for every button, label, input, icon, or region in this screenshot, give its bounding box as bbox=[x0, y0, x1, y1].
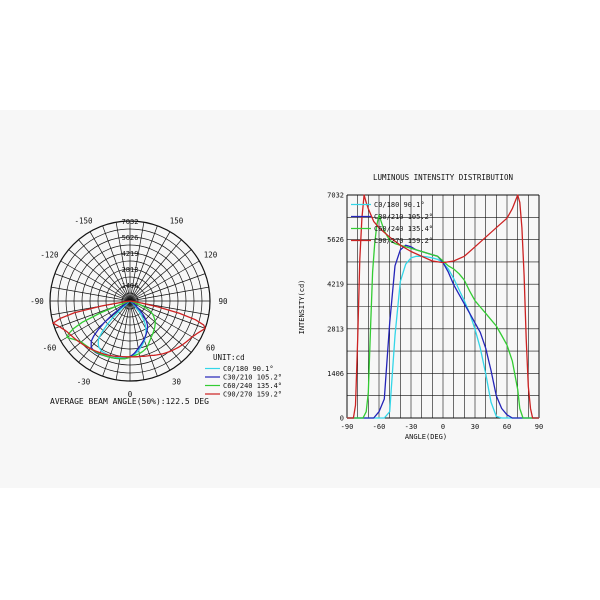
polar-spoke bbox=[54, 273, 131, 302]
polar-angle-label: 120 bbox=[204, 251, 218, 260]
polar-spoke bbox=[129, 300, 145, 380]
polar-spoke bbox=[129, 286, 209, 302]
cartesian-legend-label: C30/210 105.2° bbox=[374, 213, 433, 221]
polar-spoke bbox=[129, 300, 192, 353]
polar-radial-tick-label: 1406 bbox=[122, 282, 139, 290]
polar-legend-label: C90/270 159.2° bbox=[223, 391, 282, 399]
polar-angle-label: 30 bbox=[172, 378, 182, 387]
polar-chart: 7032 5626 4219 2813 1406 -150 150 -120 120 -90 90… bbox=[30, 216, 282, 406]
polar-radial-tick-label: 7032 bbox=[122, 218, 139, 226]
polar-angle-label: 90 bbox=[218, 297, 228, 306]
cartesian-x-tick-label: 30 bbox=[471, 423, 479, 431]
cartesian-y-tick-label: 0 bbox=[340, 415, 344, 423]
cartesian-legend-label: C90/270 159.2° bbox=[374, 237, 433, 245]
polar-spoke bbox=[129, 300, 200, 342]
cartesian-legend-label: C0/180 90.1° bbox=[374, 201, 425, 209]
polar-legend: UNIT:cd C0/180 90.1°C30/210 105.2°C60/24… bbox=[205, 353, 282, 399]
cartesian-y-tick-label: 1406 bbox=[327, 370, 344, 378]
polar-radial-tick-label: 4219 bbox=[122, 250, 139, 258]
polar-spoke bbox=[115, 222, 131, 302]
polar-spoke bbox=[129, 273, 206, 302]
cartesian-series-line-2 bbox=[347, 214, 539, 419]
polar-spoke bbox=[68, 249, 131, 302]
polar-angle-label: 60 bbox=[206, 344, 216, 353]
cartesian-series-lines bbox=[347, 194, 539, 419]
cartesian-x-tick-label: 90 bbox=[535, 423, 543, 431]
polar-curve-3 bbox=[51, 300, 207, 358]
cartesian-x-tick-label: -60 bbox=[373, 423, 386, 431]
polar-spoke bbox=[129, 231, 171, 302]
polar-angle-label: 0 bbox=[128, 390, 133, 399]
polar-curves bbox=[51, 300, 207, 360]
cartesian-x-tick-label: -30 bbox=[405, 423, 418, 431]
cartesian-x-tick-label: -90 bbox=[341, 423, 354, 431]
cartesian-y-tick-labels: 7032 5626 4219 2813 1406 0 bbox=[327, 192, 344, 423]
polar-angle-labels: -150 150 -120 120 -90 90 -60 60 -30 30 0 bbox=[30, 216, 228, 399]
polar-radial-tick-label: 2813 bbox=[122, 266, 139, 274]
polar-spoke bbox=[129, 260, 200, 302]
polar-angle-label: 150 bbox=[170, 216, 184, 225]
polar-angle-label: -60 bbox=[43, 344, 57, 353]
polar-spoke bbox=[60, 260, 131, 302]
polar-radial-tick-labels: 7032 5626 4219 2813 1406 bbox=[122, 218, 139, 290]
cartesian-x-tick-labels: -90 -60 -30 0 30 60 90 bbox=[341, 423, 544, 431]
polar-spoke bbox=[129, 225, 158, 302]
polar-angle-label: -150 bbox=[74, 216, 93, 225]
cartesian-legend-label: C60/240 135.4° bbox=[374, 225, 433, 233]
cartesian-legend: C0/180 90.1° C30/210 105.2° C60/240 135.4°… bbox=[351, 201, 433, 245]
polar-radial-tick-label: 5626 bbox=[122, 234, 139, 242]
polar-spoke bbox=[129, 249, 192, 302]
cartesian-x-axis-label: ANGLE(DEG) bbox=[405, 433, 447, 441]
polar-legend-label: C30/210 105.2° bbox=[223, 374, 282, 382]
polar-spoke bbox=[60, 300, 131, 342]
cartesian-chart: LUMINOUS INTENSITY DISTRIBUTION 7032 5626… bbox=[298, 173, 543, 441]
polar-spoke bbox=[102, 225, 131, 302]
polar-spoke bbox=[78, 300, 131, 363]
polar-spoke bbox=[102, 300, 131, 377]
polar-spoke bbox=[129, 222, 145, 302]
polar-legend-label: C0/180 90.1° bbox=[223, 365, 274, 373]
cartesian-series-line-3 bbox=[347, 194, 539, 419]
cartesian-y-tick-label: 5626 bbox=[327, 236, 344, 244]
cartesian-y-tick-label: 4219 bbox=[327, 281, 344, 289]
cartesian-x-tick-label: 0 bbox=[441, 423, 445, 431]
polar-spoke bbox=[129, 300, 158, 377]
cartesian-y-tick-label: 2813 bbox=[327, 325, 344, 333]
polar-spoke bbox=[51, 286, 131, 302]
polar-spoke bbox=[89, 231, 131, 302]
polar-angle-label: -120 bbox=[40, 251, 59, 260]
polar-spoke bbox=[78, 239, 131, 302]
polar-spoke bbox=[115, 300, 131, 380]
polar-angle-label: -30 bbox=[77, 378, 91, 387]
polar-spoke bbox=[129, 239, 182, 302]
polar-legend-label: C60/240 135.4° bbox=[223, 382, 282, 390]
cartesian-title: LUMINOUS INTENSITY DISTRIBUTION bbox=[373, 173, 513, 182]
polar-spoke bbox=[89, 300, 131, 371]
cartesian-y-axis-label: INTENSITY(cd) bbox=[298, 280, 306, 335]
polar-spoke bbox=[129, 300, 171, 371]
chart-background-band bbox=[0, 110, 600, 488]
polar-unit-label: UNIT:cd bbox=[213, 353, 245, 362]
polar-angle-label: -90 bbox=[30, 297, 44, 306]
cartesian-x-tick-label: 60 bbox=[503, 423, 511, 431]
polar-footer: AVERAGE BEAM ANGLE(50%):122.5 DEG bbox=[50, 397, 209, 406]
cartesian-y-tick-label: 7032 bbox=[327, 192, 344, 200]
